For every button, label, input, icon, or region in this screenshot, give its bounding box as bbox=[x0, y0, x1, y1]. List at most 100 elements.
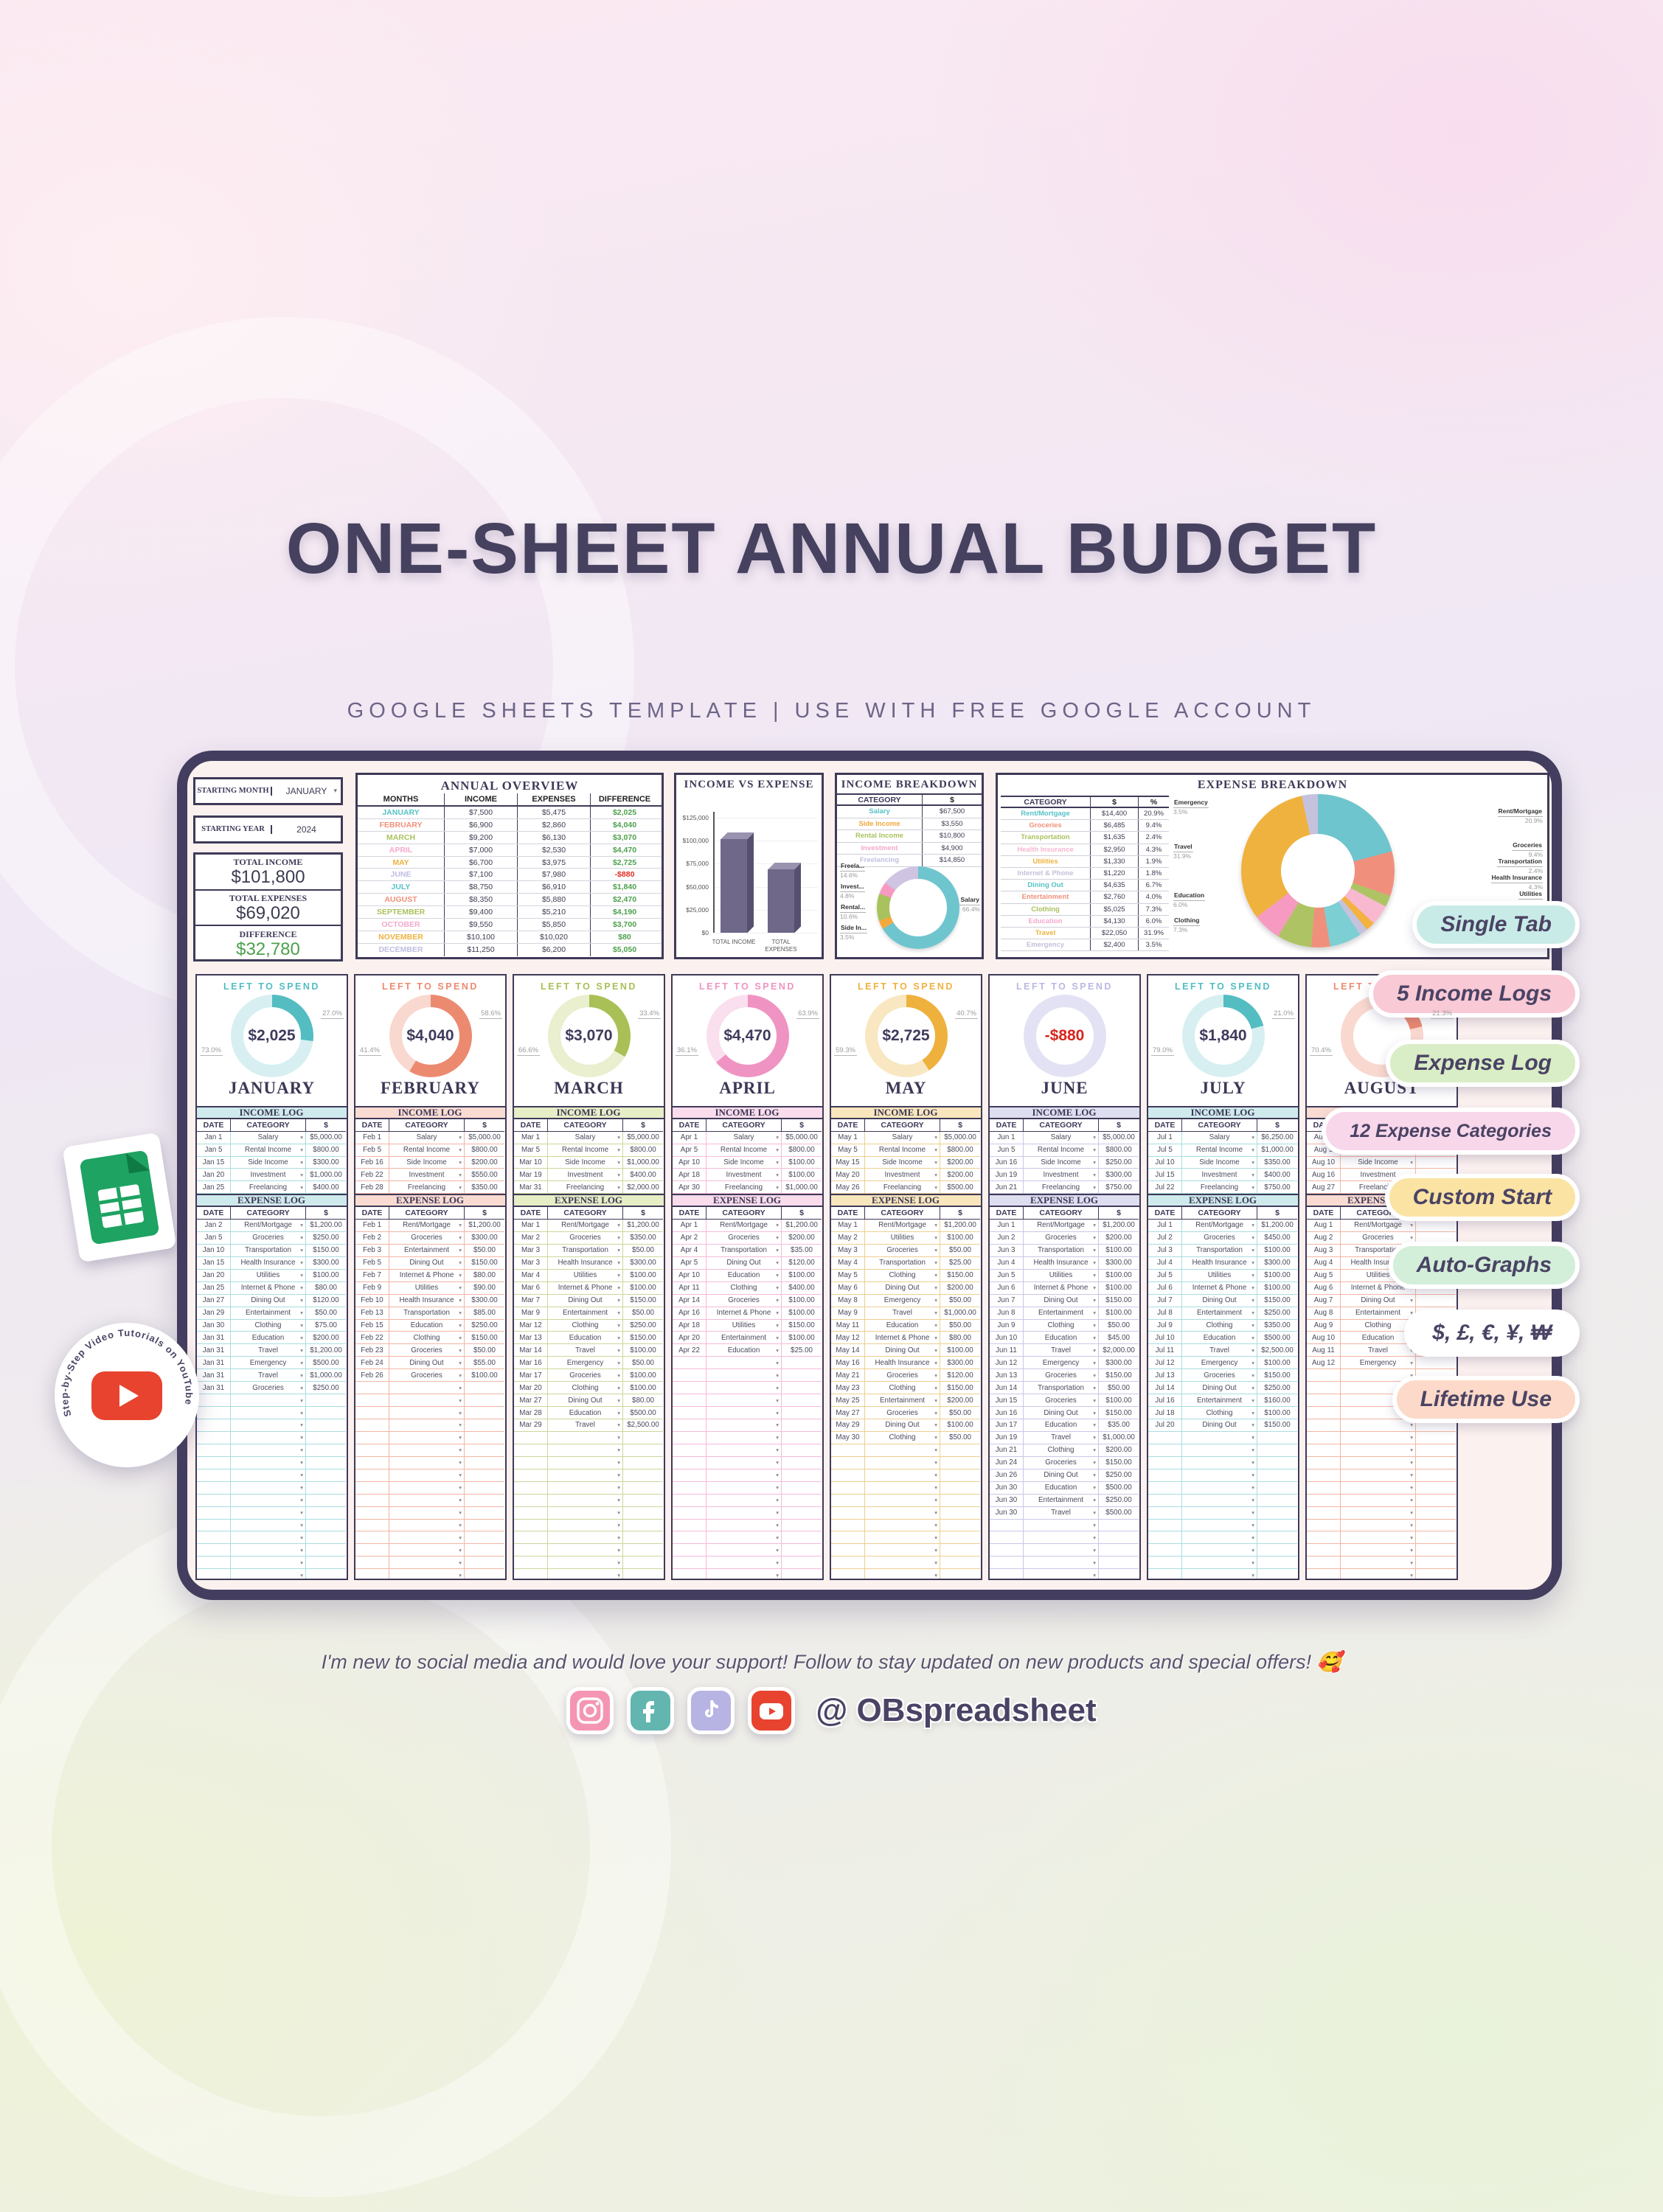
category-cell[interactable]: Dining Out ▾ bbox=[1182, 1382, 1257, 1394]
date-cell[interactable]: Feb 5 bbox=[355, 1144, 389, 1156]
date-cell[interactable] bbox=[197, 1469, 231, 1481]
category-cell[interactable]: ▾ bbox=[389, 1481, 465, 1494]
category-cell[interactable]: Clothing▾ bbox=[231, 1319, 306, 1332]
category-cell[interactable]: ▾ bbox=[1341, 1494, 1416, 1506]
amount-cell[interactable]: $800.00 bbox=[1105, 1146, 1132, 1155]
amount-cell[interactable]: $5,000.00 bbox=[1103, 1133, 1135, 1142]
category-cell[interactable]: Investment▾ bbox=[865, 1169, 940, 1181]
category-cell[interactable]: ▾ bbox=[706, 1369, 782, 1382]
category-cell[interactable]: ▾ bbox=[1341, 1456, 1416, 1469]
amount-cell[interactable] bbox=[1099, 1544, 1139, 1556]
amount-cell[interactable]: $80.00 bbox=[473, 1271, 496, 1280]
category-cell[interactable]: Entertainment ▾ bbox=[1182, 1394, 1257, 1407]
date-cell[interactable]: May 11 bbox=[831, 1319, 865, 1332]
amount-cell[interactable]: $100.00 bbox=[1264, 1408, 1291, 1417]
category-cell[interactable]: ▾ bbox=[231, 1481, 306, 1494]
category-cell[interactable]: Dining Out ▾ bbox=[1024, 1407, 1099, 1419]
date-cell[interactable]: Mar 19 bbox=[514, 1169, 548, 1181]
category-cell[interactable]: Groceries ▾ bbox=[548, 1231, 623, 1244]
date-cell[interactable] bbox=[197, 1557, 231, 1569]
date-cell[interactable]: Apr 10 bbox=[673, 1156, 706, 1169]
amount-cell[interactable]: $50.00 bbox=[473, 1346, 496, 1354]
date-cell[interactable]: Jun 4 bbox=[990, 1256, 1024, 1269]
date-cell[interactable] bbox=[355, 1481, 389, 1494]
category-cell[interactable]: ▾ bbox=[389, 1569, 465, 1579]
date-cell[interactable]: Mar 17 bbox=[514, 1369, 548, 1382]
amount-cell[interactable] bbox=[782, 1557, 822, 1568]
category-cell[interactable]: Groceries ▾ bbox=[389, 1369, 465, 1382]
amount-cell[interactable] bbox=[1257, 1520, 1297, 1531]
amount-cell[interactable] bbox=[782, 1457, 822, 1469]
category-cell[interactable]: Transportation▾ bbox=[865, 1256, 940, 1269]
amount-cell[interactable]: $100.00 bbox=[1105, 1246, 1132, 1255]
date-cell[interactable]: Jul 18 bbox=[1148, 1407, 1182, 1419]
amount-cell[interactable] bbox=[782, 1531, 822, 1543]
category-cell[interactable]: ▾ bbox=[865, 1456, 940, 1469]
date-cell[interactable]: Feb 1 bbox=[355, 1132, 389, 1144]
date-cell[interactable] bbox=[831, 1506, 865, 1519]
amount-cell[interactable] bbox=[1416, 1157, 1456, 1169]
category-cell[interactable]: Internet & Phone▾ bbox=[1024, 1281, 1099, 1294]
amount-cell[interactable]: $1,200.00 bbox=[944, 1221, 976, 1230]
category-cell[interactable]: ▾ bbox=[389, 1531, 465, 1544]
date-cell[interactable]: Jun 10 bbox=[990, 1332, 1024, 1344]
date-cell[interactable]: Aug 16 bbox=[1307, 1169, 1341, 1181]
category-cell[interactable]: Investment▾ bbox=[1024, 1169, 1099, 1181]
amount-cell[interactable] bbox=[465, 1407, 504, 1419]
date-cell[interactable]: Jul 6 bbox=[1148, 1281, 1182, 1294]
category-cell[interactable]: ▾ bbox=[706, 1469, 782, 1481]
amount-cell[interactable] bbox=[306, 1520, 346, 1531]
amount-cell[interactable]: $100.00 bbox=[313, 1271, 339, 1280]
amount-cell[interactable] bbox=[1099, 1569, 1139, 1579]
date-cell[interactable]: Mar 12 bbox=[514, 1319, 548, 1332]
amount-cell[interactable]: $120.00 bbox=[313, 1296, 339, 1305]
category-cell[interactable]: Entertainment ▾ bbox=[706, 1332, 782, 1344]
date-cell[interactable] bbox=[355, 1531, 389, 1544]
amount-cell[interactable] bbox=[782, 1482, 822, 1494]
category-cell[interactable]: Side Income ▾ bbox=[1341, 1156, 1416, 1169]
category-cell[interactable]: ▾ bbox=[865, 1531, 940, 1544]
amount-cell[interactable]: $400.00 bbox=[630, 1170, 656, 1179]
tiktok-icon[interactable] bbox=[687, 1687, 735, 1734]
date-cell[interactable]: Jan 1 bbox=[197, 1132, 231, 1144]
category-cell[interactable]: Utilities▾ bbox=[231, 1269, 306, 1281]
amount-cell[interactable]: $200.00 bbox=[947, 1158, 973, 1166]
category-cell[interactable]: Rent/Mortgage ▾ bbox=[1182, 1220, 1257, 1231]
date-cell[interactable] bbox=[355, 1494, 389, 1506]
amount-cell[interactable]: $150.00 bbox=[1105, 1371, 1132, 1380]
date-cell[interactable]: May 5 bbox=[831, 1144, 865, 1156]
amount-cell[interactable]: $100.00 bbox=[1264, 1284, 1291, 1293]
amount-cell[interactable] bbox=[465, 1557, 504, 1568]
amount-cell[interactable]: $350.00 bbox=[1264, 1321, 1291, 1329]
amount-cell[interactable] bbox=[1099, 1531, 1139, 1543]
amount-cell[interactable]: $120.00 bbox=[788, 1259, 815, 1267]
category-cell[interactable]: Internet & Phone▾ bbox=[231, 1281, 306, 1294]
category-cell[interactable]: Salary▾ bbox=[548, 1132, 623, 1144]
amount-cell[interactable]: $5,000.00 bbox=[944, 1133, 976, 1142]
date-cell[interactable]: Apr 11 bbox=[673, 1281, 706, 1294]
category-cell[interactable]: Rental Income▾ bbox=[548, 1144, 623, 1156]
category-cell[interactable]: Rent/Mortgage ▾ bbox=[706, 1220, 782, 1231]
category-cell[interactable]: ▾ bbox=[231, 1569, 306, 1579]
category-cell[interactable]: Clothing▾ bbox=[1024, 1319, 1099, 1332]
amount-cell[interactable] bbox=[940, 1569, 980, 1579]
amount-cell[interactable] bbox=[782, 1444, 822, 1456]
category-cell[interactable]: ▾ bbox=[231, 1456, 306, 1469]
amount-cell[interactable]: $1,200.00 bbox=[310, 1221, 342, 1230]
category-cell[interactable]: Travel▾ bbox=[865, 1307, 940, 1319]
amount-cell[interactable]: $55.00 bbox=[473, 1358, 496, 1367]
date-cell[interactable]: Jul 7 bbox=[1148, 1294, 1182, 1307]
amount-cell[interactable]: $250.00 bbox=[313, 1234, 339, 1242]
date-cell[interactable] bbox=[831, 1456, 865, 1469]
category-cell[interactable]: Freelancing▾ bbox=[865, 1181, 940, 1193]
category-cell[interactable]: Groceries ▾ bbox=[1024, 1369, 1099, 1382]
amount-cell[interactable]: $100.00 bbox=[1264, 1358, 1291, 1367]
date-cell[interactable]: Jun 16 bbox=[990, 1156, 1024, 1169]
amount-cell[interactable]: $100.00 bbox=[630, 1346, 656, 1354]
date-cell[interactable]: Jan 31 bbox=[197, 1332, 231, 1344]
amount-cell[interactable] bbox=[1416, 1457, 1456, 1469]
category-cell[interactable]: Utilities▾ bbox=[865, 1231, 940, 1244]
date-cell[interactable] bbox=[673, 1456, 706, 1469]
category-cell[interactable]: ▾ bbox=[231, 1494, 306, 1506]
date-cell[interactable] bbox=[673, 1569, 706, 1579]
